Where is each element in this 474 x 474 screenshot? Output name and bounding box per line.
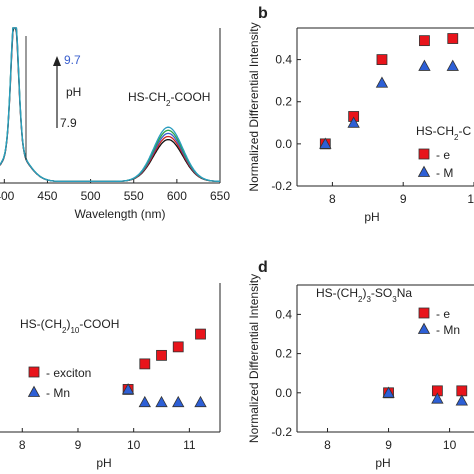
panel-c-x-tick-label: 11 [183,438,196,452]
legend-exciton-label: - exciton [46,366,91,380]
panel-a-x-tick-label: 400 [0,189,15,203]
panel-d-y-tick-label: -0.2 [271,425,292,439]
legend-exciton-label: - e [436,307,450,321]
panel-d-y-axis-label: Normalized Differential Intensity [247,274,261,443]
panel-d-y-tick-label: 0.2 [275,347,292,361]
legend-exciton-marker [418,148,430,160]
panel-b-x-tick-label: 10 [467,192,474,206]
ph-arrow-bottom-label: 7.9 [60,116,77,130]
spectrum-series-line [0,27,220,183]
mn-point [319,137,332,149]
panel-d-y-tick-label: 0.0 [275,386,292,400]
exciton-point [447,33,459,44]
mn-point [155,395,168,408]
exciton-point [419,35,430,47]
panel-c-x-tick-label: 8 [19,438,26,452]
legend-mn-label: - Mn [46,386,70,400]
panel-a-x-tick-label: 600 [167,189,187,203]
mn-point [347,116,360,128]
panel-b-x-tick-label: 8 [329,192,336,206]
panel-a-x-tick-label: 650 [210,189,230,203]
ph-arrow-head [53,56,61,66]
panel-a-sample-label: HS-CH2-COOH [128,90,210,108]
panel-b-sample-label: HS-CH2-C [416,124,471,142]
panel-d-x-tick-label: 10 [443,438,457,452]
panel-a-x-tick-label: 550 [124,189,144,203]
panel-d-x-tick-label: 8 [324,438,331,452]
exciton-point [172,341,184,353]
panel-d-x-tick-label: 9 [385,438,392,452]
panel-c-x-tick-label: 10 [127,438,141,452]
panel-b-y-axis-label: Normalized Differential Intensity [247,22,261,191]
panel-b-x-tick-label: 9 [400,192,407,206]
panel-d-ph-plot: 8 9 10 pH -0.2 0.0 0.2 0.4 Normalized Differenti… [247,259,474,470]
mn-point [446,59,459,71]
panel-b-x-axis-label: pH [364,210,379,224]
panel-a-x-tick-label: 450 [37,189,57,203]
mn-point [418,59,431,71]
panel-c-x-axis-label: pH [96,456,111,470]
panel-d-sample-label: HS-(CH2)3-SO3Na [316,286,412,304]
legend-exciton-label: - e [436,148,450,162]
panel-b-y-tick-label: 0.4 [275,53,292,67]
legend-mn-marker [417,322,431,334]
panel-a-x-axis-label: Wavelength (nm) [75,207,166,221]
mn-point [431,392,444,404]
legend-exciton-marker [28,366,40,378]
panel-b-ph-plot: 8 9 10 pH -0.2 0.0 0.2 0.4 Normalized Differenti… [247,5,474,224]
exciton-point [139,358,151,370]
legend-mn-marker [417,165,431,177]
panel-a-x-tick-label: 500 [81,189,101,203]
legend-mn-marker [27,385,41,397]
mn-point [138,395,151,408]
panel-c-sample-label: HS-(CH2)10-COOH [20,317,119,335]
panel-b-y-tick-label: -0.2 [271,179,292,193]
panel-d-y-tick-label: 0.4 [275,307,292,321]
panel-c-ph-plot: 8 9 10 11 pH HS-(CH2)10-COOH - exciton - Mn [0,283,221,470]
panel-d-x-axis-label: pH [375,456,390,470]
mn-point [375,76,389,88]
panel-b-y-tick-label: 0.0 [275,137,292,151]
panel-b-panel-letter: b [258,5,268,22]
mn-point [382,386,395,398]
legend-mn-label: - M [436,166,453,180]
panel-a-spectra: 400 450 500 550 600 650 Wavelength (nm) 9.7 pH 7.… [0,27,230,221]
panel-d-panel-letter: d [258,259,268,276]
mn-point [194,395,207,408]
panel-b-y-tick-label: 0.2 [275,95,292,109]
legend-mn-label: - Mn [436,323,460,337]
exciton-point [376,54,388,65]
exciton-point [156,349,167,361]
exciton-point [195,328,206,340]
mn-point [455,394,468,406]
mn-point [121,383,135,395]
ph-arrow-label: pH [66,85,81,99]
panel-c-x-tick-label: 9 [75,438,82,452]
ph-arrow-top-label: 9.7 [64,53,81,67]
mn-point [172,395,185,408]
legend-exciton-marker [418,307,430,319]
